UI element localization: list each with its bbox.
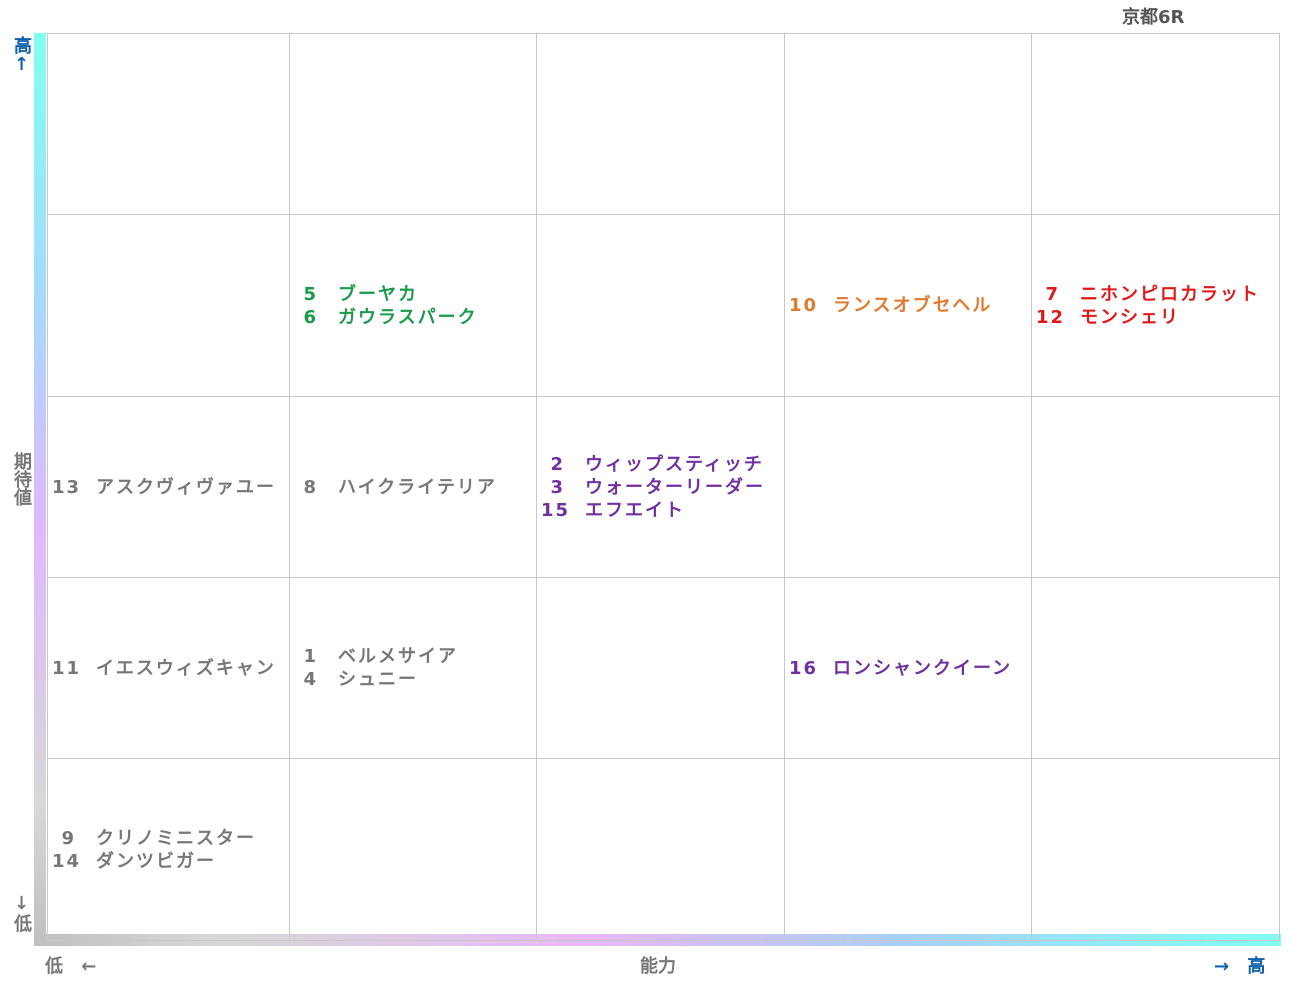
grid-cell	[1031, 396, 1280, 578]
horse-name: ベルメサイア	[338, 646, 458, 667]
horse-number: 7	[1045, 283, 1060, 305]
grid-cell: 10 ランスオブセヘル	[784, 214, 1032, 397]
horse-number: 14	[52, 850, 82, 872]
horse-name: ブーヤカ	[338, 283, 418, 305]
horse-number: 5	[303, 283, 318, 305]
horse-entry: 12 モンシェリ	[1032, 306, 1279, 329]
horse-entry: 6 ガウラスパーク	[290, 306, 536, 329]
grid-cell	[47, 214, 290, 397]
y-high: 高↑	[11, 36, 32, 75]
horse-name: シュニー	[338, 669, 418, 690]
horse-name: ガウラスパーク	[338, 306, 478, 328]
horse-name: イエスウィズキャン	[96, 657, 276, 679]
grid-cell	[1031, 758, 1280, 941]
horse-entry: 1 ベルメサイア	[290, 645, 536, 668]
grid-cell: 9 クリノミニスター 14 ダンツビガー	[47, 758, 290, 941]
horse-entry: 15 エフエイト	[537, 499, 784, 522]
y-axis-bar	[34, 33, 46, 940]
horse-name: ハイクライテリア	[338, 476, 497, 498]
horse-name: ニホンピロカラット	[1080, 283, 1260, 305]
horse-number: 13	[52, 476, 82, 498]
horse-number: 16	[789, 657, 819, 679]
grid-cell: 16 ロンシャンクイーン	[784, 577, 1032, 759]
x-high: → 高	[1214, 956, 1266, 977]
horse-entry: 7 ニホンピロカラット	[1032, 283, 1279, 306]
horse-entry: 14 ダンツビガー	[48, 850, 289, 873]
x-low: 低 ←	[45, 956, 97, 977]
title: 京都6R	[1122, 7, 1185, 28]
grid-cell: 2 ウィップスティッチ 3 ウォーターリーダー 15 エフエイト	[536, 396, 785, 578]
horse-number: 6	[303, 306, 318, 328]
horse-name: ダンツビガー	[96, 850, 216, 872]
y-low: ↓低	[11, 893, 32, 932]
grid-cell	[536, 214, 785, 397]
horse-number: 4	[303, 669, 318, 690]
grid-cell: 13 アスクヴィヴァユー	[47, 396, 290, 578]
y-label: 期待値	[11, 452, 32, 506]
horse-number: 8	[303, 476, 318, 498]
horse-name: クリノミニスター	[96, 827, 256, 849]
grid-cell	[536, 33, 785, 215]
horse-entry: 8 ハイクライテリア	[290, 476, 536, 499]
horse-entry: 13 アスクヴィヴァユー	[48, 476, 289, 499]
grid-cell	[289, 33, 537, 215]
horse-name: アスクヴィヴァユー	[96, 476, 276, 498]
grid-cell	[1031, 577, 1280, 759]
horse-name: ウォーターリーダー	[585, 476, 765, 498]
grid-cell	[784, 758, 1032, 941]
horse-entry: 5 ブーヤカ	[290, 283, 536, 306]
grid-cell	[784, 33, 1032, 215]
horse-entry: 4 シュニー	[290, 668, 536, 691]
horse-name: ロンシャンクイーン	[833, 657, 1013, 679]
grid-cell: 11 イエスウィズキャン	[47, 577, 290, 759]
horse-number: 9	[61, 827, 76, 849]
grid-cell	[47, 33, 290, 215]
horse-entry: 10 ランスオブセヘル	[785, 294, 1031, 317]
horse-number: 15	[541, 499, 571, 521]
horse-entry: 11 イエスウィズキャン	[48, 657, 289, 680]
horse-name: ウィップスティッチ	[585, 453, 764, 475]
horse-name: エフエイト	[585, 499, 685, 521]
horse-entry: 2 ウィップスティッチ	[537, 453, 784, 476]
horse-number: 3	[550, 476, 565, 498]
horse-name: モンシェリ	[1080, 306, 1180, 328]
grid-cell: 5 ブーヤカ 6 ガウラスパーク	[289, 214, 537, 397]
horse-number: 1	[303, 646, 318, 667]
horse-number: 12	[1036, 306, 1066, 328]
horse-number: 2	[550, 453, 565, 475]
grid-cell	[289, 758, 537, 941]
grid-cell	[536, 577, 785, 759]
horse-entry: 3 ウォーターリーダー	[537, 476, 784, 499]
grid-cell: 1 ベルメサイア 4 シュニー	[289, 577, 537, 759]
grid-cell: 8 ハイクライテリア	[289, 396, 537, 578]
horse-entry: 9 クリノミニスター	[48, 827, 289, 850]
x-label: 能力	[640, 956, 676, 977]
grid-cell	[784, 396, 1032, 578]
horse-name: ランスオブセヘル	[833, 295, 993, 316]
grid-cell	[536, 758, 785, 941]
horse-entry: 16 ロンシャンクイーン	[785, 657, 1031, 680]
grid-cell	[1031, 33, 1280, 215]
horse-number: 11	[52, 657, 82, 679]
horse-number: 10	[789, 295, 819, 316]
grid-cell: 7 ニホンピロカラット 12 モンシェリ	[1031, 214, 1280, 397]
